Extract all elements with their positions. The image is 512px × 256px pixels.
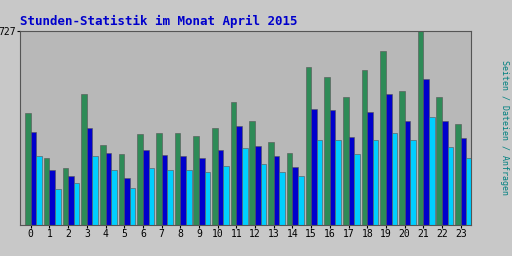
Bar	[242, 148, 248, 225]
Bar	[105, 153, 111, 225]
Bar	[367, 112, 373, 225]
Bar	[268, 142, 274, 225]
Bar	[324, 77, 330, 225]
Bar	[167, 170, 173, 225]
Bar	[399, 91, 404, 225]
Text: Stunden-Statistik im Monat April 2015: Stunden-Statistik im Monat April 2015	[20, 15, 298, 28]
Bar	[429, 117, 435, 225]
Bar	[292, 167, 298, 225]
Bar	[380, 51, 386, 225]
Bar	[249, 121, 255, 225]
Bar	[81, 94, 87, 225]
Bar	[218, 150, 223, 225]
Bar	[442, 121, 447, 225]
Bar	[74, 183, 79, 225]
Bar	[261, 164, 266, 225]
Bar	[162, 155, 167, 225]
Bar	[87, 127, 93, 225]
Bar	[148, 168, 154, 225]
Bar	[418, 31, 423, 225]
Bar	[354, 154, 360, 225]
Bar	[410, 140, 416, 225]
Bar	[392, 133, 397, 225]
Bar	[455, 124, 461, 225]
Bar	[194, 136, 199, 225]
Bar	[25, 113, 31, 225]
Bar	[436, 97, 442, 225]
Bar	[255, 146, 261, 225]
Bar	[62, 168, 68, 225]
Bar	[100, 145, 105, 225]
Bar	[111, 170, 117, 225]
Bar	[317, 140, 323, 225]
Bar	[143, 150, 148, 225]
Bar	[31, 132, 36, 225]
Bar	[349, 137, 354, 225]
Bar	[137, 134, 143, 225]
Bar	[199, 158, 205, 225]
Bar	[50, 170, 55, 225]
Bar	[423, 79, 429, 225]
Bar	[36, 156, 42, 225]
Bar	[461, 137, 466, 225]
Bar	[404, 121, 410, 225]
Bar	[466, 158, 472, 225]
Bar	[68, 176, 74, 225]
Bar	[298, 176, 304, 225]
Bar	[175, 133, 180, 225]
Bar	[205, 172, 210, 225]
Bar	[156, 133, 162, 225]
Bar	[287, 153, 292, 225]
Bar	[231, 102, 237, 225]
Bar	[223, 166, 229, 225]
Bar	[55, 189, 61, 225]
Bar	[212, 127, 218, 225]
Bar	[335, 140, 341, 225]
Bar	[44, 158, 50, 225]
Bar	[119, 154, 124, 225]
Bar	[186, 170, 191, 225]
Bar	[330, 110, 335, 225]
Bar	[180, 156, 186, 225]
Bar	[311, 109, 317, 225]
Bar	[386, 94, 392, 225]
Bar	[447, 147, 453, 225]
Text: Seiten / Dateien / Anfragen: Seiten / Dateien / Anfragen	[500, 60, 509, 196]
Bar	[306, 67, 311, 225]
Bar	[130, 188, 136, 225]
Bar	[361, 70, 367, 225]
Bar	[274, 156, 280, 225]
Bar	[93, 156, 98, 225]
Bar	[237, 126, 242, 225]
Bar	[373, 140, 378, 225]
Bar	[280, 172, 285, 225]
Bar	[343, 97, 349, 225]
Bar	[124, 178, 130, 225]
